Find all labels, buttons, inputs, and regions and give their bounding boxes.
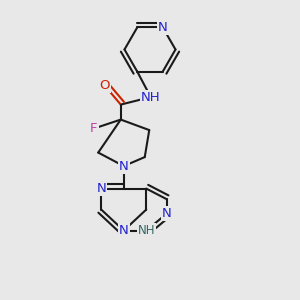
Text: F: F — [90, 122, 98, 135]
Text: NH: NH — [137, 224, 155, 237]
Text: N: N — [96, 182, 106, 195]
Text: N: N — [119, 160, 129, 172]
Text: N: N — [158, 21, 168, 34]
Text: N: N — [119, 224, 129, 237]
Text: N: N — [162, 207, 171, 220]
Text: NH: NH — [141, 91, 161, 103]
Text: O: O — [99, 79, 110, 92]
